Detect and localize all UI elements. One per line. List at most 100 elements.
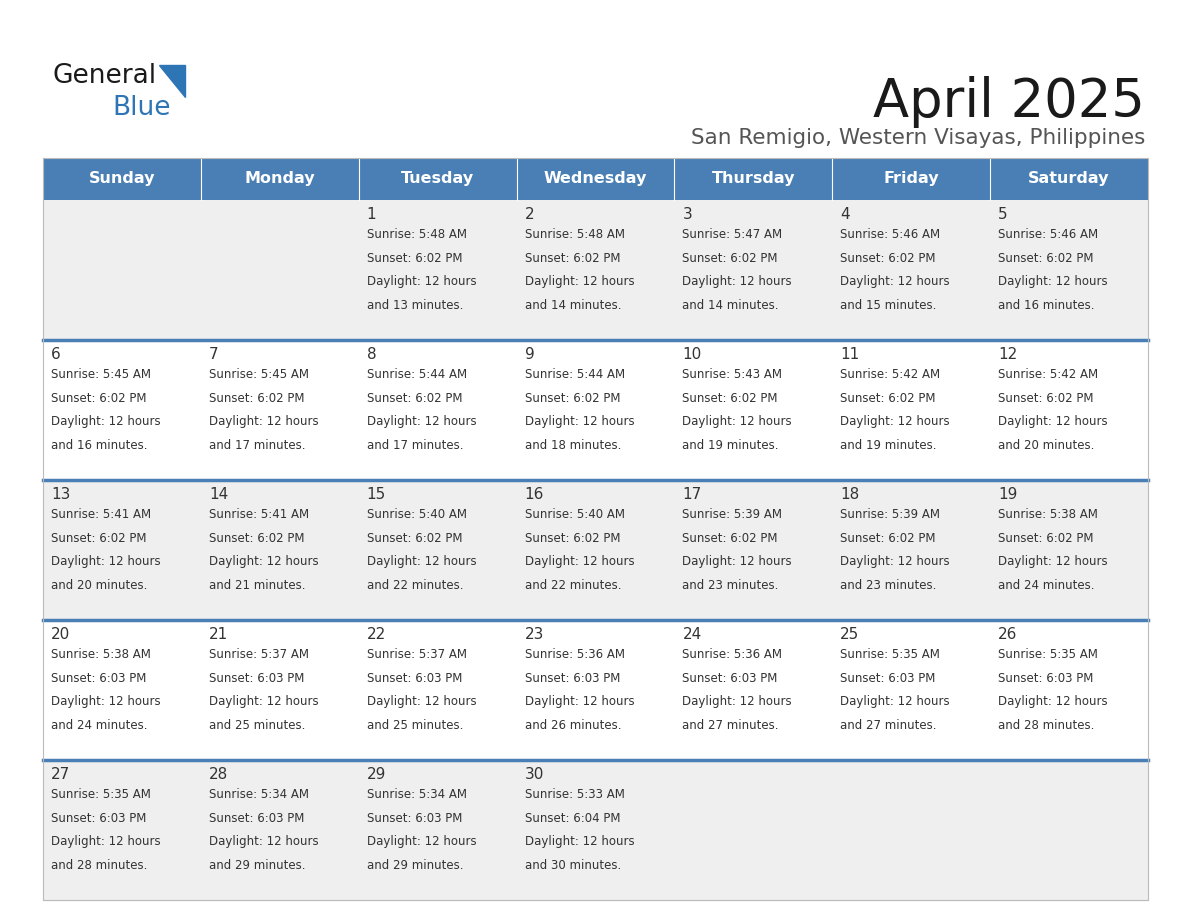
Text: Sunrise: 5:34 AM: Sunrise: 5:34 AM bbox=[209, 788, 309, 801]
Bar bbox=[43, 200, 1148, 340]
Text: Sunrise: 5:41 AM: Sunrise: 5:41 AM bbox=[51, 508, 151, 521]
Text: Daylight: 12 hours: Daylight: 12 hours bbox=[51, 695, 160, 708]
Text: Daylight: 12 hours: Daylight: 12 hours bbox=[840, 695, 950, 708]
Text: Sunrise: 5:35 AM: Sunrise: 5:35 AM bbox=[51, 788, 151, 801]
Polygon shape bbox=[159, 65, 185, 97]
Text: Daylight: 12 hours: Daylight: 12 hours bbox=[998, 555, 1107, 568]
Text: Sunset: 6:02 PM: Sunset: 6:02 PM bbox=[998, 391, 1094, 405]
Text: Sunset: 6:02 PM: Sunset: 6:02 PM bbox=[682, 252, 778, 264]
Text: 27: 27 bbox=[51, 767, 70, 782]
Text: 28: 28 bbox=[209, 767, 228, 782]
Text: 11: 11 bbox=[840, 347, 860, 362]
Text: 10: 10 bbox=[682, 347, 702, 362]
Text: and 20 minutes.: and 20 minutes. bbox=[998, 439, 1094, 452]
Text: and 17 minutes.: and 17 minutes. bbox=[209, 439, 305, 452]
Text: 25: 25 bbox=[840, 627, 860, 642]
Text: Sunset: 6:02 PM: Sunset: 6:02 PM bbox=[51, 391, 146, 405]
Text: Daylight: 12 hours: Daylight: 12 hours bbox=[525, 415, 634, 428]
Text: 12: 12 bbox=[998, 347, 1017, 362]
Text: 4: 4 bbox=[840, 207, 849, 222]
Text: Daylight: 12 hours: Daylight: 12 hours bbox=[209, 555, 318, 568]
Text: Daylight: 12 hours: Daylight: 12 hours bbox=[367, 835, 476, 848]
Text: Sunset: 6:02 PM: Sunset: 6:02 PM bbox=[998, 532, 1094, 544]
Text: 19: 19 bbox=[998, 487, 1017, 502]
Text: Daylight: 12 hours: Daylight: 12 hours bbox=[525, 695, 634, 708]
Bar bbox=[359, 158, 517, 200]
Text: 7: 7 bbox=[209, 347, 219, 362]
Text: Daylight: 12 hours: Daylight: 12 hours bbox=[367, 695, 476, 708]
Bar bbox=[43, 158, 1148, 900]
Text: Sunrise: 5:40 AM: Sunrise: 5:40 AM bbox=[367, 508, 467, 521]
Text: Sunrise: 5:48 AM: Sunrise: 5:48 AM bbox=[525, 228, 625, 241]
Bar bbox=[43, 340, 1148, 480]
Text: Sunset: 6:02 PM: Sunset: 6:02 PM bbox=[998, 252, 1094, 264]
Text: Daylight: 12 hours: Daylight: 12 hours bbox=[682, 275, 792, 288]
Text: Sunset: 6:02 PM: Sunset: 6:02 PM bbox=[840, 391, 936, 405]
Text: 20: 20 bbox=[51, 627, 70, 642]
Text: 21: 21 bbox=[209, 627, 228, 642]
Text: Sunset: 6:02 PM: Sunset: 6:02 PM bbox=[367, 391, 462, 405]
Text: Sunset: 6:02 PM: Sunset: 6:02 PM bbox=[209, 532, 304, 544]
Text: and 24 minutes.: and 24 minutes. bbox=[998, 578, 1094, 591]
Bar bbox=[675, 158, 833, 200]
Text: Sunset: 6:03 PM: Sunset: 6:03 PM bbox=[682, 672, 778, 685]
Text: 15: 15 bbox=[367, 487, 386, 502]
Text: and 29 minutes.: and 29 minutes. bbox=[209, 858, 305, 871]
Text: General: General bbox=[52, 63, 156, 89]
Text: Sunset: 6:02 PM: Sunset: 6:02 PM bbox=[682, 532, 778, 544]
Text: Sunrise: 5:41 AM: Sunrise: 5:41 AM bbox=[209, 508, 309, 521]
Text: 5: 5 bbox=[998, 207, 1007, 222]
Text: Sunset: 6:02 PM: Sunset: 6:02 PM bbox=[367, 252, 462, 264]
Text: Daylight: 12 hours: Daylight: 12 hours bbox=[998, 695, 1107, 708]
Text: Sunset: 6:02 PM: Sunset: 6:02 PM bbox=[840, 252, 936, 264]
Text: and 22 minutes.: and 22 minutes. bbox=[367, 578, 463, 591]
Text: April 2025: April 2025 bbox=[873, 76, 1145, 128]
Text: Sunrise: 5:42 AM: Sunrise: 5:42 AM bbox=[998, 368, 1098, 381]
Text: Daylight: 12 hours: Daylight: 12 hours bbox=[525, 555, 634, 568]
Text: Daylight: 12 hours: Daylight: 12 hours bbox=[209, 835, 318, 848]
Text: Sunset: 6:03 PM: Sunset: 6:03 PM bbox=[51, 672, 146, 685]
Text: 26: 26 bbox=[998, 627, 1017, 642]
Text: 16: 16 bbox=[525, 487, 544, 502]
Text: Sunset: 6:03 PM: Sunset: 6:03 PM bbox=[209, 812, 304, 824]
Text: and 29 minutes.: and 29 minutes. bbox=[367, 858, 463, 871]
Text: Sunset: 6:03 PM: Sunset: 6:03 PM bbox=[51, 812, 146, 824]
Bar bbox=[43, 158, 201, 200]
Text: Daylight: 12 hours: Daylight: 12 hours bbox=[840, 555, 950, 568]
Text: Wednesday: Wednesday bbox=[544, 172, 647, 186]
Text: Sunrise: 5:38 AM: Sunrise: 5:38 AM bbox=[51, 648, 151, 661]
Text: Sunrise: 5:37 AM: Sunrise: 5:37 AM bbox=[209, 648, 309, 661]
Text: and 22 minutes.: and 22 minutes. bbox=[525, 578, 621, 591]
Text: and 14 minutes.: and 14 minutes. bbox=[525, 298, 621, 311]
Text: and 19 minutes.: and 19 minutes. bbox=[682, 439, 779, 452]
Text: Sunrise: 5:48 AM: Sunrise: 5:48 AM bbox=[367, 228, 467, 241]
Text: Sunset: 6:02 PM: Sunset: 6:02 PM bbox=[525, 391, 620, 405]
Text: Sunrise: 5:33 AM: Sunrise: 5:33 AM bbox=[525, 788, 625, 801]
Text: and 23 minutes.: and 23 minutes. bbox=[682, 578, 779, 591]
Text: Daylight: 12 hours: Daylight: 12 hours bbox=[525, 275, 634, 288]
Text: 22: 22 bbox=[367, 627, 386, 642]
Text: Sunset: 6:02 PM: Sunset: 6:02 PM bbox=[367, 532, 462, 544]
Text: Daylight: 12 hours: Daylight: 12 hours bbox=[998, 275, 1107, 288]
Text: and 13 minutes.: and 13 minutes. bbox=[367, 298, 463, 311]
Text: Daylight: 12 hours: Daylight: 12 hours bbox=[367, 275, 476, 288]
Text: Saturday: Saturday bbox=[1029, 172, 1110, 186]
Text: Sunrise: 5:38 AM: Sunrise: 5:38 AM bbox=[998, 508, 1098, 521]
Text: Daylight: 12 hours: Daylight: 12 hours bbox=[682, 695, 792, 708]
Text: Daylight: 12 hours: Daylight: 12 hours bbox=[367, 555, 476, 568]
Text: and 16 minutes.: and 16 minutes. bbox=[51, 439, 147, 452]
Text: 1: 1 bbox=[367, 207, 377, 222]
Text: Sunrise: 5:43 AM: Sunrise: 5:43 AM bbox=[682, 368, 783, 381]
Text: 17: 17 bbox=[682, 487, 702, 502]
Text: and 16 minutes.: and 16 minutes. bbox=[998, 298, 1094, 311]
Text: and 27 minutes.: and 27 minutes. bbox=[840, 719, 937, 732]
Text: Blue: Blue bbox=[112, 95, 171, 121]
Text: Sunset: 6:04 PM: Sunset: 6:04 PM bbox=[525, 812, 620, 824]
Text: and 28 minutes.: and 28 minutes. bbox=[51, 858, 147, 871]
Text: Sunset: 6:03 PM: Sunset: 6:03 PM bbox=[209, 672, 304, 685]
Text: 6: 6 bbox=[51, 347, 61, 362]
Text: and 25 minutes.: and 25 minutes. bbox=[209, 719, 305, 732]
Text: Daylight: 12 hours: Daylight: 12 hours bbox=[51, 835, 160, 848]
Text: 23: 23 bbox=[525, 627, 544, 642]
Text: Sunrise: 5:45 AM: Sunrise: 5:45 AM bbox=[51, 368, 151, 381]
